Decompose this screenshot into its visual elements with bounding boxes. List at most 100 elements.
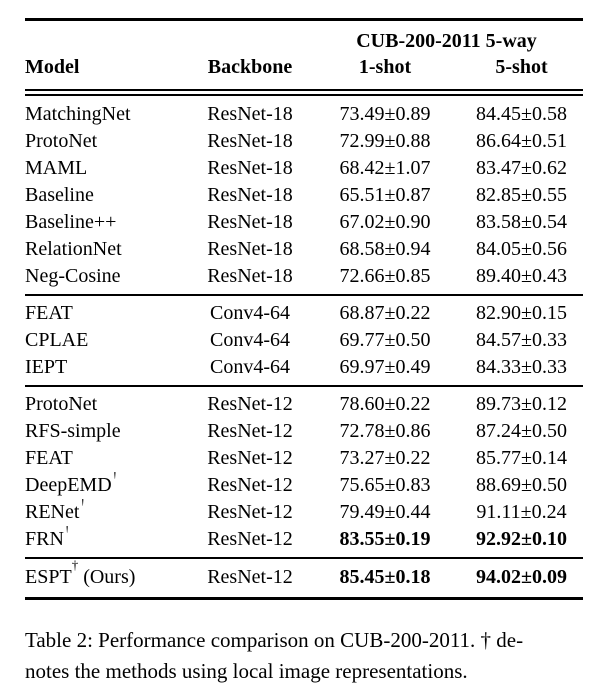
five-shot-value: 92.92±0.10: [476, 528, 567, 550]
table-row: DeepEMD† ResNet-12 75.65±0.83 88.69±0.50: [25, 472, 583, 499]
backbone-value: ResNet-18: [207, 184, 293, 206]
backbone-value: ResNet-18: [207, 157, 293, 179]
five-shot-value: 82.85±0.55: [476, 184, 567, 206]
one-shot-value: 69.77±0.50: [339, 329, 431, 351]
five-shot-value: 84.45±0.58: [476, 103, 567, 125]
model-name: FEAT: [25, 447, 73, 469]
table-row: RFS-simple ResNet-12 72.78±0.86 87.24±0.50: [25, 418, 583, 445]
five-shot-value: 85.77±0.14: [476, 447, 567, 469]
model-name: IEPT: [25, 356, 68, 378]
model-name: FEAT: [25, 294, 190, 327]
table-row: Baseline++ ResNet-18 67.02±0.90 83.58±0.54: [25, 209, 583, 236]
table-row: FEAT ResNet-12 73.27±0.22 85.77±0.14: [25, 445, 583, 472]
five-shot-value: 82.90±0.15: [460, 294, 584, 327]
five-shot-value: 83.58±0.54: [476, 211, 567, 233]
table-row: FEAT Conv4-64 68.87±0.22 82.90±0.15: [25, 294, 584, 327]
model-name: DeepEMD†: [25, 472, 190, 499]
five-shot-value: 91.11±0.24: [476, 501, 567, 523]
table-header: CUB-200-2011 5-way Model Backbone 1-shot…: [25, 20, 584, 96]
one-shot-value: 72.66±0.85: [339, 265, 431, 287]
model-name: FRN†: [25, 526, 190, 558]
five-shot-value: 86.64±0.51: [476, 130, 567, 152]
caption-line-1: Table 2: Performance comparison on CUB-2…: [25, 628, 524, 652]
backbone-value: ResNet-12: [207, 420, 293, 442]
one-shot-value: 68.42±1.07: [339, 157, 431, 179]
backbone-value: Conv4-64: [190, 294, 310, 327]
column-header-5shot: 5-shot: [460, 54, 584, 96]
backbone-value: ResNet-18: [207, 130, 293, 152]
five-shot-value: 89.73±0.12: [460, 385, 584, 418]
backbone-value: ResNet-12: [207, 474, 293, 496]
column-headers-row: Model Backbone 1-shot 5-shot: [25, 54, 584, 96]
one-shot-value: 68.58±0.94: [339, 238, 431, 260]
model-name: RelationNet: [25, 238, 122, 260]
one-shot-value: 85.45±0.18: [310, 557, 460, 599]
backbone-value: ResNet-18: [207, 238, 293, 260]
model-name: ProtoNet: [25, 385, 190, 418]
table-row: CPLAE Conv4-64 69.77±0.50 84.57±0.33: [25, 327, 583, 354]
model-name: CPLAE: [25, 329, 89, 351]
table-row: MatchingNet ResNet-18 73.49±0.89 84.45±0.58: [25, 93, 583, 129]
dagger-mark: †: [63, 526, 71, 535]
one-shot-value: 72.78±0.86: [339, 420, 431, 442]
model-name: Baseline: [25, 184, 94, 206]
backbone-value: Conv4-64: [210, 356, 290, 378]
five-shot-value: 84.33±0.33: [476, 356, 567, 378]
backbone-value: ResNet-12: [190, 557, 310, 599]
table-row: RelationNet ResNet-18 68.58±0.94 84.05±0.56: [25, 236, 583, 263]
backbone-value: ResNet-18: [207, 211, 293, 233]
table-row: ProtoNet ResNet-18 72.99±0.88 86.64±0.51: [25, 128, 583, 155]
backbone-value: ResNet-12: [207, 528, 293, 550]
table-row: FRN† ResNet-12 83.55±0.19 92.92±0.10: [25, 526, 583, 558]
one-shot-value: 67.02±0.90: [339, 211, 431, 233]
one-shot-value: 69.97±0.49: [339, 356, 431, 378]
five-shot-value: 84.57±0.33: [476, 329, 567, 351]
model-name: MatchingNet: [25, 103, 131, 125]
column-header-model: Model: [25, 54, 190, 96]
model-name: RFS-simple: [25, 420, 121, 442]
five-shot-value: 87.24±0.50: [476, 420, 567, 442]
model-name: ESPT† (Ours): [25, 557, 190, 599]
table-row: ESPT† (Ours) ResNet-12 85.45±0.18 94.02±0.0…: [25, 557, 584, 599]
model-name: RENet†: [25, 499, 190, 526]
table-row: MAML ResNet-18 68.42±1.07 83.47±0.62: [25, 155, 583, 182]
table-row: RENet† ResNet-12 79.49±0.44 91.11±0.24: [25, 499, 583, 526]
header-spacer: [25, 20, 310, 55]
one-shot-value: 78.60±0.22: [310, 385, 460, 418]
model-name: Neg-Cosine: [25, 265, 121, 287]
table-row: ProtoNet ResNet-12 78.60±0.22 89.73±0.12: [25, 385, 584, 418]
one-shot-value: 75.65±0.83: [339, 474, 431, 496]
backbone-value: ResNet-12: [207, 501, 293, 523]
backbone-value: ResNet-12: [207, 447, 293, 469]
five-shot-value: 88.69±0.50: [476, 474, 567, 496]
one-shot-value: 72.99±0.88: [339, 130, 431, 152]
caption-line-2: notes the methods using local image repr…: [25, 659, 468, 683]
backbone-value: ResNet-18: [207, 265, 293, 287]
column-header-1shot: 1-shot: [310, 54, 460, 96]
column-group-title: CUB-200-2011 5-way: [356, 30, 537, 52]
five-shot-value: 89.40±0.43: [476, 265, 567, 287]
five-shot-value: 84.05±0.56: [476, 238, 567, 260]
table-body: MatchingNet ResNet-18 73.49±0.89 84.45±0.58…: [25, 93, 584, 599]
table-caption: Table 2: Performance comparison on CUB-2…: [25, 625, 583, 687]
dagger-mark: †: [79, 499, 86, 508]
table-row: IEPT Conv4-64 69.97±0.49 84.33±0.33: [25, 354, 583, 386]
one-shot-value: 83.55±0.19: [339, 528, 431, 550]
one-shot-value: 79.49±0.44: [339, 501, 431, 523]
dagger-mark: †: [71, 558, 79, 573]
one-shot-value: 73.49±0.89: [339, 103, 431, 125]
model-name: ProtoNet: [25, 130, 98, 152]
table-row: Neg-Cosine ResNet-18 72.66±0.85 89.40±0.43: [25, 263, 583, 295]
results-table: CUB-200-2011 5-way Model Backbone 1-shot…: [25, 18, 584, 600]
one-shot-value: 68.87±0.22: [310, 294, 460, 327]
column-group-row: CUB-200-2011 5-way: [25, 20, 583, 55]
backbone-value: ResNet-18: [207, 103, 293, 125]
model-name: MAML: [25, 157, 88, 179]
table-row: Baseline ResNet-18 65.51±0.87 82.85±0.55: [25, 182, 583, 209]
model-name: Baseline++: [25, 211, 117, 233]
backbone-value: ResNet-12: [190, 385, 310, 418]
one-shot-value: 73.27±0.22: [339, 447, 431, 469]
one-shot-value: 65.51±0.87: [339, 184, 431, 206]
five-shot-value: 94.02±0.09: [460, 557, 584, 599]
